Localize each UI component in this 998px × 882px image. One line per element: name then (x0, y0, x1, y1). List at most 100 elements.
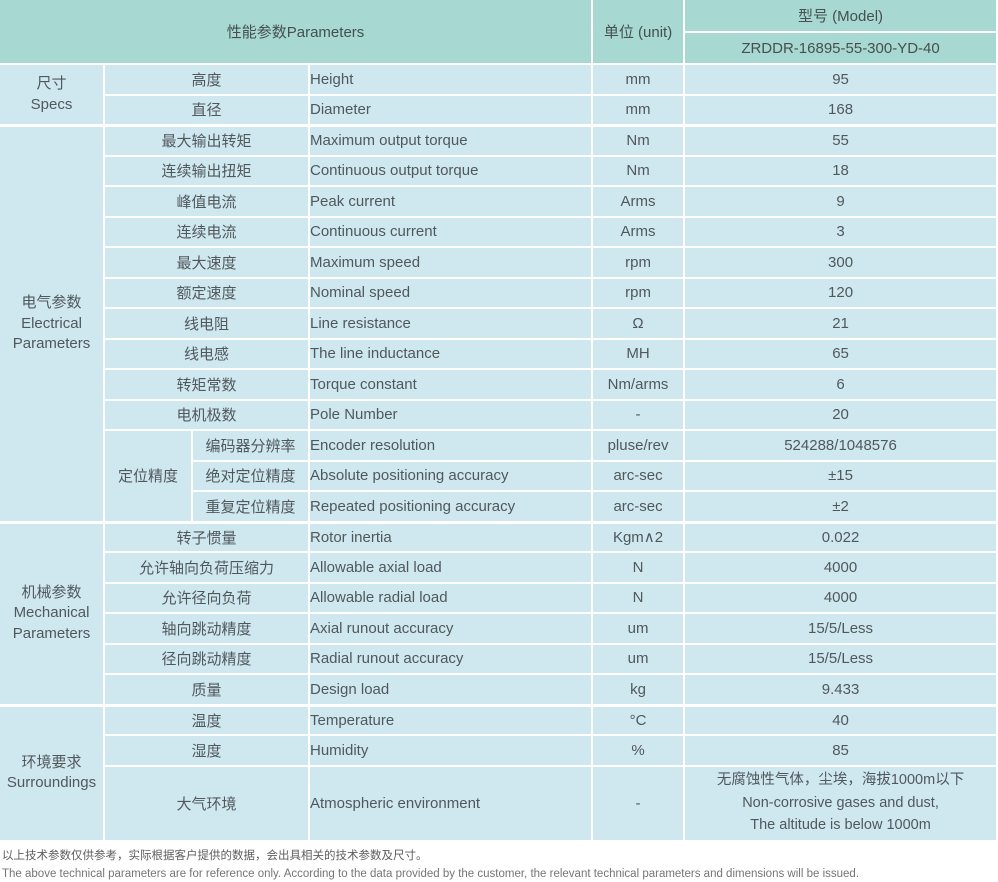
param-value: 300 (685, 248, 998, 279)
param-name-en: Allowable radial load (310, 583, 594, 614)
param-name-en: Axial runout accuracy (310, 614, 594, 645)
table-row: 最大速度 Maximum speed rpm 300 (0, 248, 998, 279)
param-unit: pluse/rev (593, 431, 686, 462)
param-value: 20 (685, 400, 998, 431)
table-row: 定位精度 编码器分辨率 Encoder resolution pluse/rev… (0, 431, 998, 523)
param-value: 18 (685, 156, 998, 187)
table-row: 线电阻 Line resistance Ω 21 (0, 309, 998, 340)
table-row: 线电感 The line inductance MH 65 (0, 339, 998, 370)
param-unit: mm (593, 95, 686, 126)
table-row: 环境要求 Surroundings 温度 Temperature °C 40 (0, 705, 998, 842)
param-name-zh: 峰值电流 (105, 187, 310, 218)
param-name-en: Temperature (310, 705, 594, 736)
param-name-en: Pole Number (310, 400, 594, 431)
table-row: 连续输出扭矩 Continuous output torque Nm 18 (0, 156, 998, 187)
group-specs: 尺寸 Specs (0, 65, 105, 126)
atmosphere-value-en-2: The altitude is below 1000m (750, 817, 931, 834)
param-name-en: The line inductance (310, 339, 594, 370)
table-row: 电机极数 Pole Number - 20 (0, 400, 998, 431)
param-name-en: Rotor inertia (310, 522, 594, 553)
group-label-en: Mechanical Parameters (12, 604, 91, 642)
table-row-atmospheric: 大气环境 Atmospheric environment - 无腐蚀性气体，尘埃… (0, 766, 998, 842)
param-unit: Nm (593, 156, 686, 187)
param-name-en: Nominal speed (310, 278, 594, 309)
param-unit: um (593, 644, 686, 675)
group-mechanical: 机械参数 Mechanical Parameters (0, 522, 105, 706)
param-value: 4000 (685, 553, 998, 584)
param-unit: MH (593, 339, 686, 370)
table-row: 直径 Diameter mm 168 (0, 95, 998, 126)
param-value: 21 (685, 309, 998, 340)
param-unit: Nm (593, 126, 686, 157)
group-surroundings: 环境要求 Surroundings (0, 705, 105, 842)
param-name-en: Absolute positioning accuracy (310, 461, 594, 492)
param-value: 168 (685, 95, 998, 126)
param-value: 120 (685, 278, 998, 309)
param-name-zh: 转矩常数 (105, 370, 310, 401)
group-label-zh: 环境要求 (21, 753, 82, 771)
group-label-zh: 机械参数 (21, 584, 82, 602)
param-unit: N (593, 583, 686, 614)
param-name-en: Continuous output torque (310, 156, 594, 187)
param-name-zh: 转子惯量 (105, 522, 310, 553)
header-row: 性能参数Parameters 单位 (unit) 型号 (Model) (0, 0, 998, 65)
param-name-en: Maximum speed (310, 248, 594, 279)
table-row: 允许轴向负荷压缩力 Allowable axial load N 4000 (0, 553, 998, 584)
table-row: 重复定位精度 Repeated positioning accuracy arc… (0, 492, 998, 523)
param-value: 6 (685, 370, 998, 401)
param-name-zh: 绝对定位精度 (193, 461, 310, 492)
footnote-zh: 以上技术参数仅供参考，实际根据客户提供的数据，会出具相关的技术参数及尺寸。 (2, 849, 428, 862)
group-label-zh: 尺寸 (36, 75, 67, 93)
param-unit: °C (593, 705, 686, 736)
param-name-en: Torque constant (310, 370, 594, 401)
table-row: 径向跳动精度 Radial runout accuracy um 15/5/Le… (0, 644, 998, 675)
param-name-zh: 径向跳动精度 (105, 644, 310, 675)
group-label-en: Specs (30, 95, 73, 113)
group-label-zh: 电气参数 (21, 294, 82, 312)
param-name-zh: 最大输出转矩 (105, 126, 310, 157)
param-unit: Nm/arms (593, 370, 686, 401)
table-row: 转矩常数 Torque constant Nm/arms 6 (0, 370, 998, 401)
param-name-zh: 重复定位精度 (193, 492, 310, 523)
param-value: 524288/1048576 (685, 431, 998, 462)
param-name-en: Maximum output torque (310, 126, 594, 157)
param-unit: arc-sec (593, 461, 686, 492)
param-name-zh: 连续电流 (105, 217, 310, 248)
param-name-zh: 质量 (105, 675, 310, 706)
param-unit: - (593, 400, 686, 431)
table-row: 机械参数 Mechanical Parameters 转子惯量 Rotor in… (0, 522, 998, 706)
table-row: 尺寸 Specs 高度 Height mm 95 (0, 65, 998, 126)
param-name-en: Encoder resolution (310, 431, 594, 462)
param-unit: Arms (593, 217, 686, 248)
param-name-en: Humidity (310, 736, 594, 767)
param-value: 9 (685, 187, 998, 218)
table-row: 绝对定位精度 Absolute positioning accuracy arc… (0, 461, 998, 492)
table-row: 电气参数 Electrical Parameters 最大输出转矩 Maximu… (0, 126, 998, 523)
param-name-zh: 电机极数 (105, 400, 310, 431)
param-unit: rpm (593, 248, 686, 279)
param-value: 0.022 (685, 522, 998, 553)
param-name-zh: 连续输出扭矩 (105, 156, 310, 187)
param-name-zh: 最大速度 (105, 248, 310, 279)
atmosphere-value-en-1: Non-corrosive gases and dust, (742, 794, 939, 811)
param-name-en: Continuous current (310, 217, 594, 248)
param-value: 无腐蚀性气体，尘埃，海拔1000m以下 Non-corrosive gases … (685, 766, 998, 842)
param-unit: arc-sec (593, 492, 686, 523)
param-value: 4000 (685, 583, 998, 614)
param-name-en: Atmospheric environment (310, 766, 594, 842)
param-value: 95 (685, 65, 998, 96)
param-value: 85 (685, 736, 998, 767)
param-value: 3 (685, 217, 998, 248)
footnote: 以上技术参数仅供参考，实际根据客户提供的数据，会出具相关的技术参数及尺寸。 Th… (0, 842, 998, 882)
param-name-zh: 大气环境 (105, 766, 310, 842)
param-unit: Arms (593, 187, 686, 218)
table-row: 轴向跳动精度 Axial runout accuracy um 15/5/Les… (0, 614, 998, 645)
param-value: 65 (685, 339, 998, 370)
param-name-zh: 湿度 (105, 736, 310, 767)
param-name-zh: 温度 (105, 705, 310, 736)
table-row: 额定速度 Nominal speed rpm 120 (0, 278, 998, 309)
param-name-zh: 编码器分辨率 (193, 431, 310, 462)
param-name-en: Height (310, 65, 594, 96)
header-parameters: 性能参数Parameters (0, 0, 594, 65)
